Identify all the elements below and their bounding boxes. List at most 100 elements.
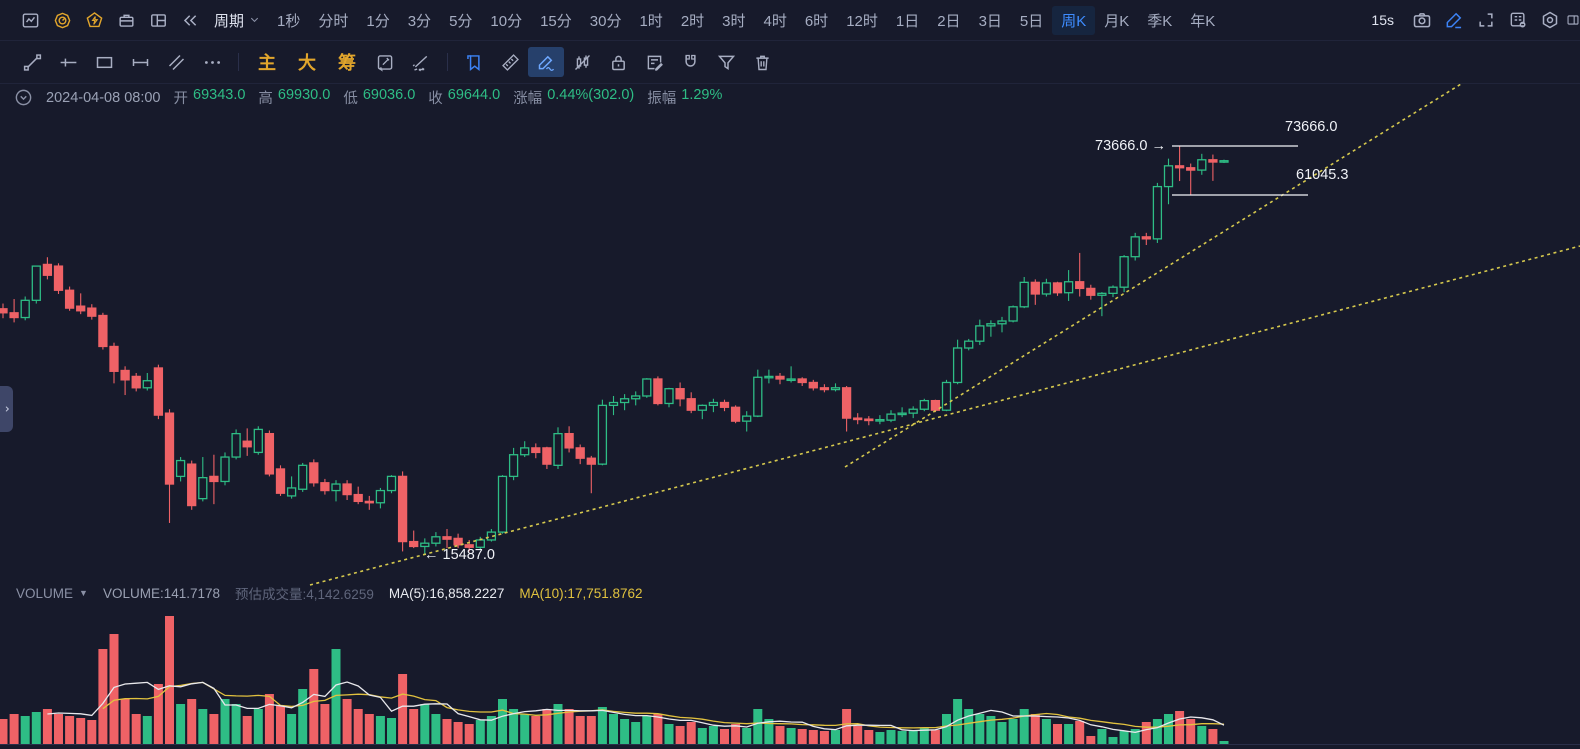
hotkey-grid-icon[interactable] <box>1502 6 1534 34</box>
line-arrows-icon[interactable] <box>403 47 439 77</box>
main-chart-button[interactable]: 主 <box>258 53 276 73</box>
gauge-icon[interactable] <box>46 6 78 34</box>
timeframe-10分[interactable]: 10分 <box>490 12 523 30</box>
timeframe-3日[interactable]: 3日 <box>978 12 1002 30</box>
volume-estimate: 预估成交量:4,142.6259 <box>235 587 374 602</box>
cross-line-icon[interactable] <box>50 47 86 77</box>
low-field: 低 69036.0 <box>343 87 415 108</box>
timeframe-月K[interactable]: 月K <box>1104 12 1130 30</box>
annotation-text-3[interactable]: ← 15487.0 <box>424 547 495 563</box>
trend-line-icon[interactable] <box>14 47 50 77</box>
settings-gear-icon[interactable] <box>1534 6 1566 34</box>
volume-ma10: MA(10):17,751.8762 <box>519 585 643 601</box>
timeframe-年K[interactable]: 年K <box>1190 12 1216 30</box>
volume-ma5-line <box>47 681 1225 734</box>
chart-line-icon[interactable] <box>14 6 46 34</box>
annotation-text-0[interactable]: 73666.0 → <box>1095 138 1166 154</box>
change-value: 0.44%(302.0) <box>547 87 635 103</box>
open-label: 开 <box>173 91 189 107</box>
close-field: 收 69644.0 <box>428 87 500 108</box>
chevron-right-icon <box>5 406 9 412</box>
close-value: 69644.0 <box>447 87 501 103</box>
top-toolbar: 周期 1秒 分时 1分 3分 5分 10分 15分 30分 1时 2时 3时 4时 6时 12时 1日 2日 3… <box>0 0 1580 41</box>
timeframe-2日[interactable]: 2日 <box>937 12 961 30</box>
amplitude-field: 振幅 1.29% <box>647 87 722 108</box>
change-label: 涨幅 <box>513 91 543 107</box>
briefcase-icon[interactable] <box>110 6 142 34</box>
timeframe-6时[interactable]: 6时 <box>804 12 829 30</box>
high-value: 69930.0 <box>277 87 331 103</box>
volume-ma5: MA(5):16,858.2227 <box>388 585 505 601</box>
period-dropdown[interactable]: 周期 <box>214 10 260 31</box>
collapse-legend-icon[interactable] <box>14 88 33 107</box>
annotation-text-1[interactable]: 73666.0 <box>1285 119 1337 135</box>
timeframe-分时[interactable]: 分时 <box>318 12 349 30</box>
open-value: 69343.0 <box>193 87 246 103</box>
drawing-toolbar: 主 大 筹 <box>0 41 1580 84</box>
filter-funnel-icon[interactable] <box>708 47 744 77</box>
layout-icon[interactable] <box>142 6 174 34</box>
timeframe-3时[interactable]: 3时 <box>722 12 746 30</box>
bookmark-icon[interactable] <box>456 47 492 77</box>
large-chart-button[interactable]: 大 <box>298 53 316 73</box>
volume-bars <box>0 616 1229 744</box>
timeframe-1日[interactable]: 1日 <box>895 12 920 30</box>
amplitude-label: 振幅 <box>647 91 677 107</box>
timeframe-2时[interactable]: 2时 <box>680 12 705 30</box>
long-support-trendline[interactable] <box>309 245 1580 586</box>
sidebar-expand-tab[interactable] <box>0 386 13 432</box>
bar-countdown: 15s <box>1371 12 1394 28</box>
timeframe-1秒[interactable]: 1秒 <box>277 12 301 30</box>
low-value: 69036.0 <box>362 87 416 103</box>
bolt-pentagon-icon[interactable] <box>78 6 110 34</box>
amplitude-value: 1.29% <box>681 87 723 103</box>
rectangle-icon[interactable] <box>86 47 122 77</box>
panel-partial-icon[interactable] <box>1566 6 1580 34</box>
timeframe-30分[interactable]: 30分 <box>589 12 622 30</box>
timeframe-季K[interactable]: 季K <box>1147 12 1173 30</box>
magnet-icon[interactable] <box>672 47 708 77</box>
timeframe-1时[interactable]: 1时 <box>639 12 663 30</box>
volume-indicator-dropdown[interactable]: VOLUME ▼ <box>16 586 88 601</box>
parallel-lines-icon[interactable] <box>158 47 194 77</box>
hide-candles-icon[interactable] <box>564 47 600 77</box>
clone-edit-icon[interactable] <box>367 47 403 77</box>
lock-icon[interactable] <box>600 47 636 77</box>
camera-icon[interactable] <box>1406 6 1438 34</box>
h-segment-icon[interactable] <box>122 47 158 77</box>
annotation-text-2[interactable]: 61045.3 <box>1296 167 1348 183</box>
timeframe-周K[interactable]: 周K <box>1052 5 1096 35</box>
chevron-down-icon <box>249 12 260 29</box>
timeframe-12时[interactable]: 12时 <box>846 12 878 30</box>
timeframe-4时[interactable]: 4时 <box>763 12 787 30</box>
period-label: 周期 <box>214 12 245 30</box>
change-field: 涨幅 0.44%(302.0) <box>513 87 634 108</box>
note-edit-icon[interactable] <box>636 47 672 77</box>
volume-value: VOLUME:141.7178 <box>102 585 221 601</box>
chips-button[interactable]: 筹 <box>338 53 356 73</box>
timeframe-1分[interactable]: 1分 <box>366 12 390 30</box>
candlestick-series <box>0 146 1229 555</box>
toolbar-divider <box>238 53 239 71</box>
timeframe-5日[interactable]: 5日 <box>1019 12 1044 30</box>
bar-datetime: 2024-04-08 08:00 <box>46 89 161 106</box>
edit-pencil-icon[interactable] <box>1438 6 1470 34</box>
caret-down-icon: ▼ <box>79 588 88 598</box>
timeframe-5分[interactable]: 5分 <box>449 12 473 30</box>
timeframe-15分[interactable]: 15分 <box>540 12 572 30</box>
rewind-icon[interactable] <box>174 6 206 34</box>
add-frame-icon[interactable] <box>1470 6 1502 34</box>
ruler-icon[interactable] <box>492 47 528 77</box>
volume-indicator-label: VOLUME <box>16 585 74 601</box>
trash-icon[interactable] <box>744 47 780 77</box>
ohlc-readout: 2024-04-08 08:00 开 69343.0 高 69930.0 低 6903… <box>14 87 722 108</box>
timeframe-3分[interactable]: 3分 <box>407 12 432 30</box>
draw-wave-icon[interactable] <box>528 47 564 77</box>
timeframe-list: 1秒 分时 1分 3分 5分 10分 15分 30分 1时 2时 3时 4时 6时 12时 1日 2日 3日 5日… <box>268 5 1224 35</box>
volume-pane-header: VOLUME ▼ VOLUME:141.7178 预估成交量:4,142.625… <box>16 583 643 603</box>
toolbar-divider <box>447 53 448 71</box>
more-dots-icon[interactable] <box>194 47 230 77</box>
close-label: 收 <box>428 91 443 107</box>
